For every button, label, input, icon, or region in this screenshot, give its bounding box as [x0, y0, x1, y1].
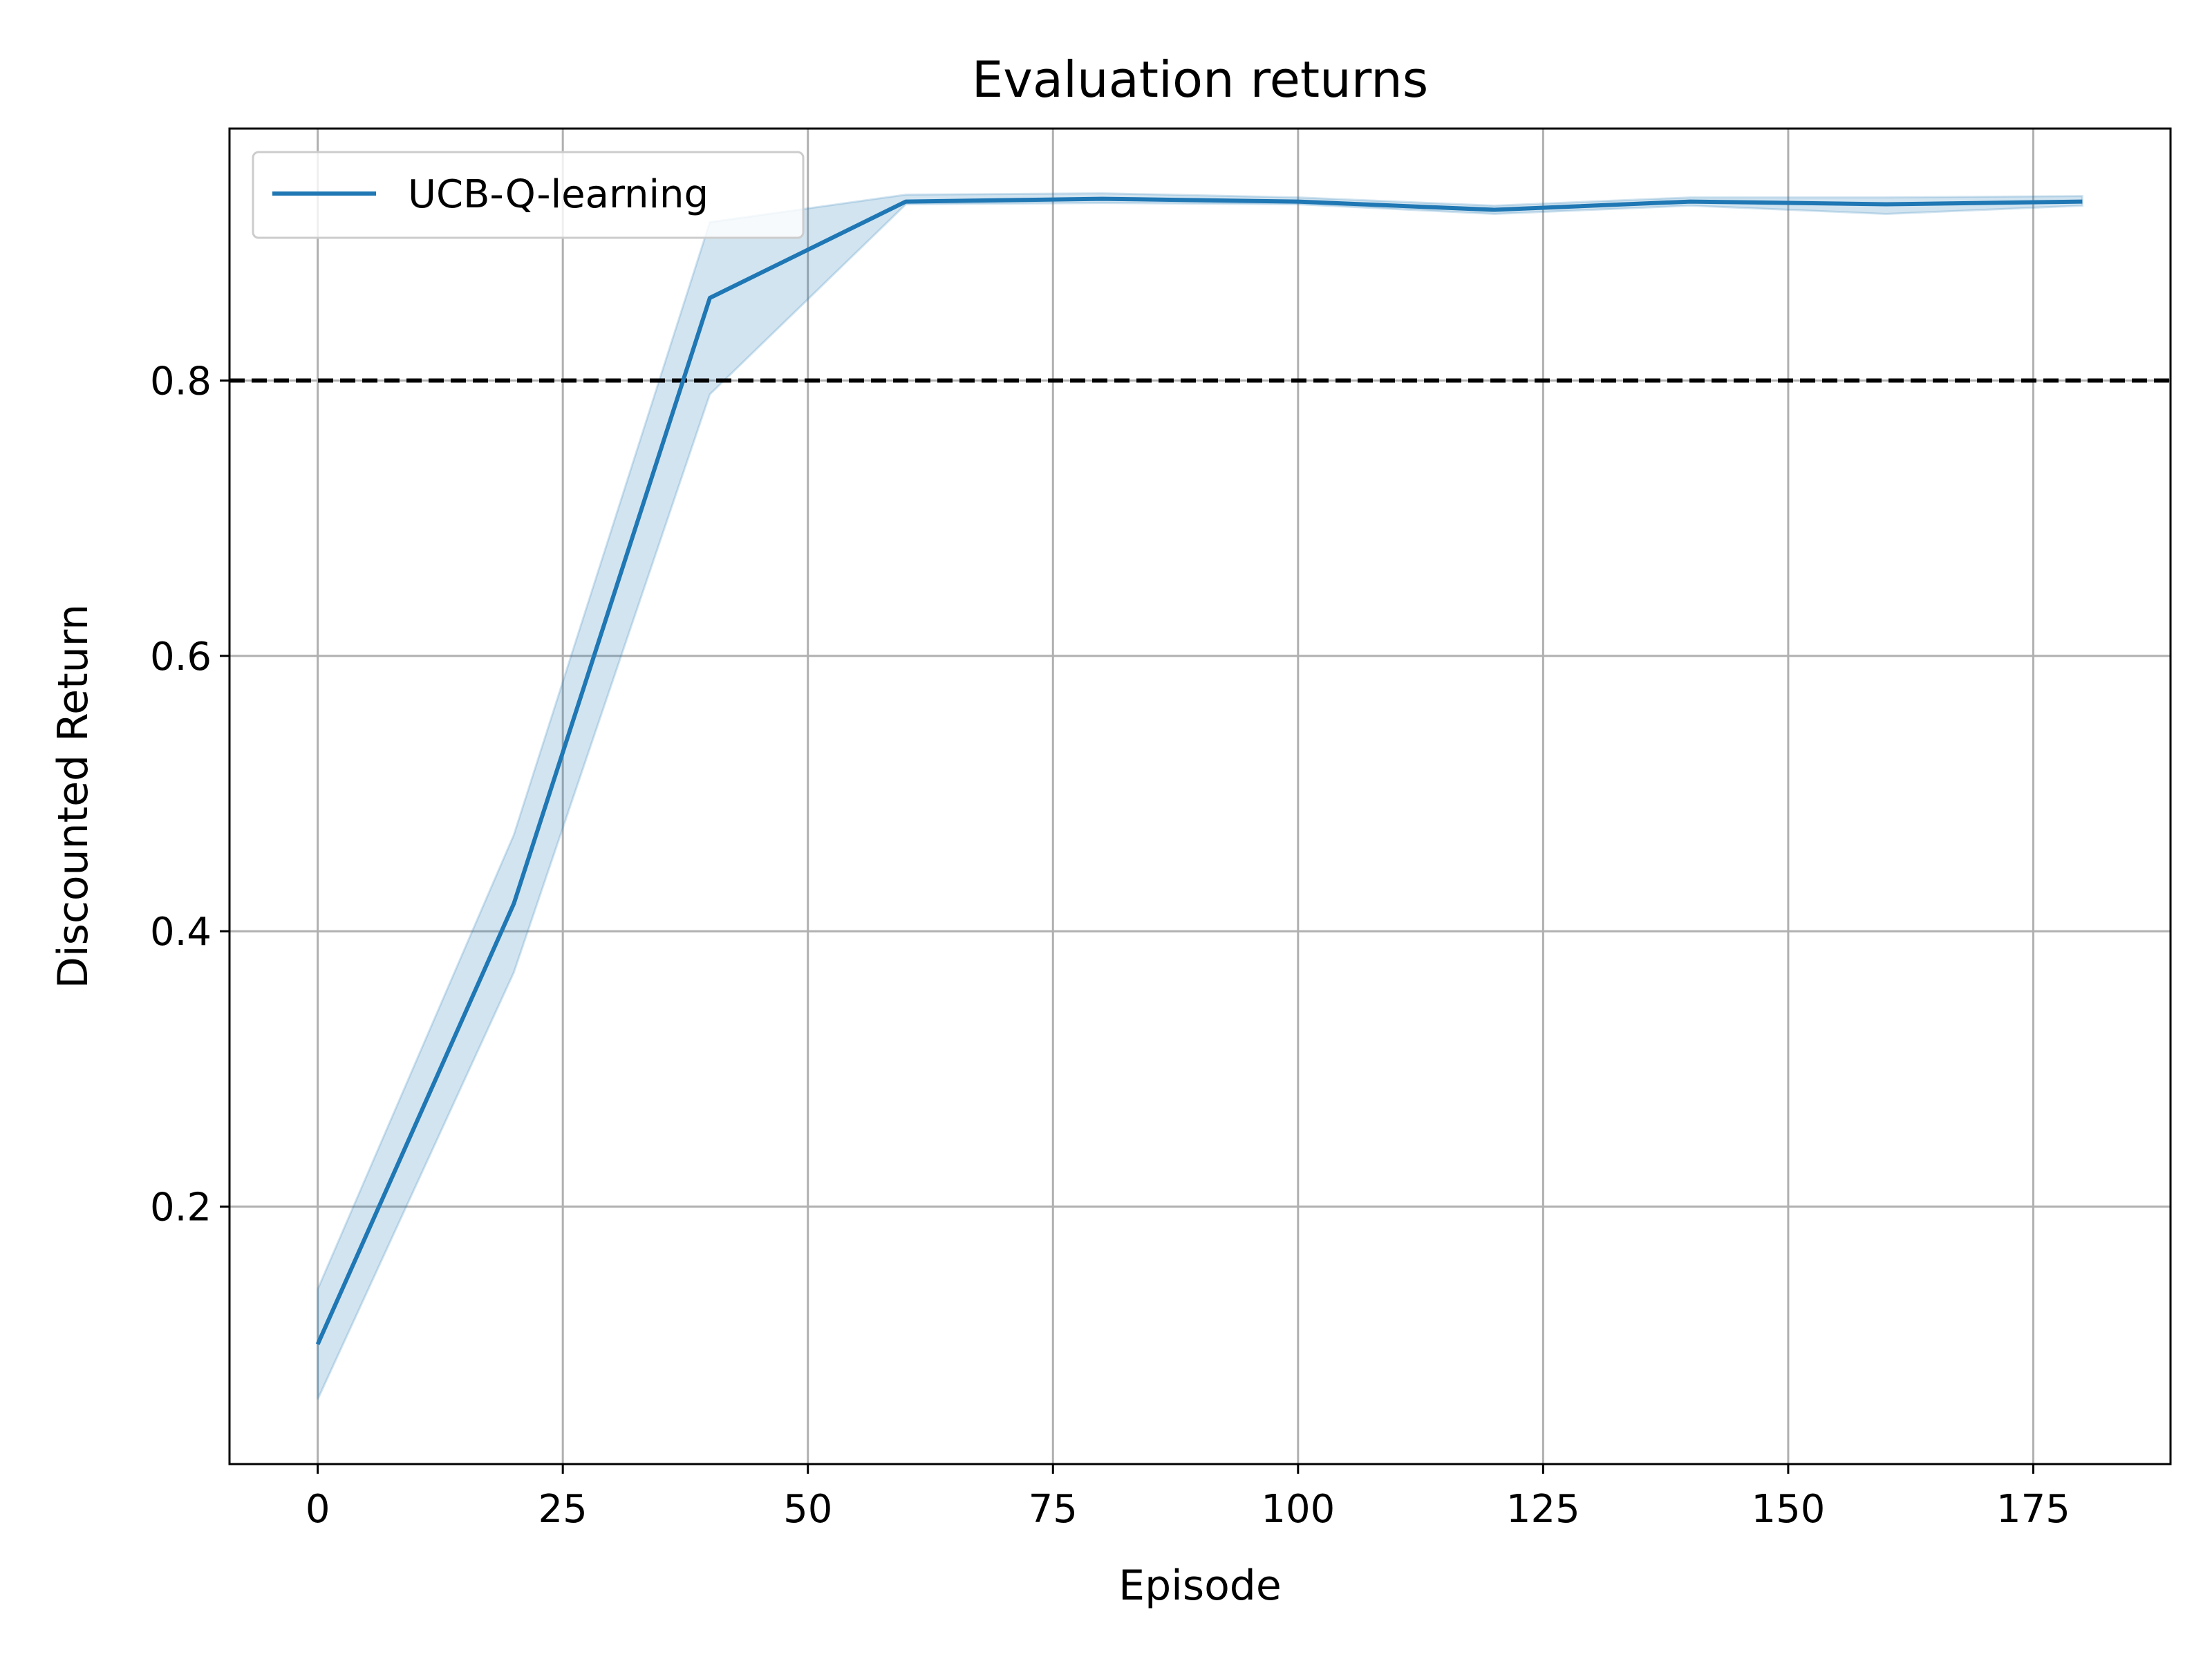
chart-title: Evaluation returns: [972, 50, 1428, 109]
x-axis-ticks: 0 25 50 75 100 125 150 175: [306, 1464, 2070, 1532]
x-tick-label: 125: [1506, 1487, 1580, 1532]
data-point: [1688, 200, 1692, 204]
legend: UCB-Q-learning: [252, 151, 805, 239]
data-point: [2080, 200, 2084, 204]
data-point: [1492, 208, 1496, 212]
x-tick-label: 0: [306, 1487, 330, 1532]
legend-label-ucb-q-learning: UCB-Q-learning: [408, 172, 709, 217]
data-point: [512, 901, 516, 906]
x-axis-label: Episode: [1118, 1562, 1282, 1610]
plot-frame: [228, 127, 2172, 1465]
x-tick-label: 50: [783, 1487, 832, 1532]
x-tick-label: 175: [1996, 1487, 2070, 1532]
data-point: [1884, 203, 1888, 207]
confidence-band-0: [317, 192, 2083, 1400]
legend-box: [252, 151, 805, 239]
x-tick-label: 150: [1751, 1487, 1825, 1532]
plot-area: [229, 129, 2171, 1464]
x-tick-label: 75: [1029, 1487, 1078, 1532]
data-point: [1296, 200, 1300, 204]
confidence-band-layer: [317, 192, 2083, 1400]
data-point: [316, 1342, 320, 1347]
y-tick-label: 0.2: [150, 1185, 212, 1230]
data-point: [904, 200, 908, 204]
data-point: [1100, 197, 1104, 201]
series-line-ucb-q-learning: [315, 196, 2083, 1345]
grid: [229, 129, 2171, 1464]
y-axis-ticks: 0.2 0.4 0.6 0.8: [150, 359, 229, 1230]
y-tick-label: 0.6: [150, 635, 212, 679]
data-point: [708, 296, 712, 300]
y-tick-label: 0.4: [150, 910, 212, 955]
x-tick-label: 100: [1261, 1487, 1335, 1532]
x-tick-label: 25: [538, 1487, 588, 1532]
series-layer: [315, 196, 2083, 1345]
y-tick-label: 0.8: [150, 359, 212, 404]
y-axis-label: Discounted Return: [49, 604, 97, 989]
